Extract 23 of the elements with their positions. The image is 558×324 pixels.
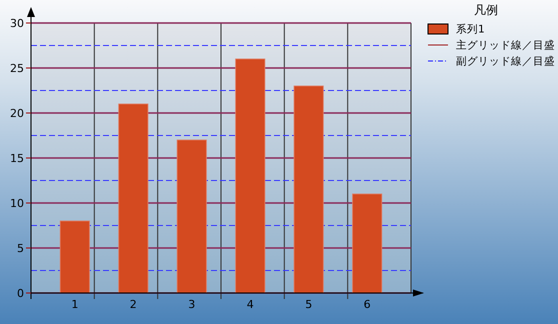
x-tick-label: 3	[188, 298, 196, 311]
legend-title: 凡例	[474, 3, 498, 17]
bar	[176, 140, 207, 294]
y-tick-label: 0	[17, 286, 24, 300]
y-tick-label: 20	[10, 106, 24, 120]
y-tick-label: 5	[17, 242, 24, 255]
y-tick-label: 30	[10, 16, 24, 30]
text: 主グリッド線／目盛	[456, 38, 555, 52]
x-tick-label: 2	[130, 298, 137, 311]
text: 副グリッド線／目盛	[456, 54, 555, 68]
y-tick-label: 10	[10, 196, 24, 210]
x-tick-label: 4	[246, 298, 254, 311]
bar	[60, 220, 90, 294]
bar	[118, 104, 148, 294]
x-tick-label: 1	[71, 298, 78, 311]
x-tick-label: 6	[364, 298, 371, 311]
x-tick-label: 5	[305, 298, 312, 311]
y-tick-label: 15	[10, 152, 24, 165]
bar	[235, 58, 266, 294]
bar	[294, 86, 324, 294]
text: 系列1	[456, 22, 485, 36]
bar	[352, 194, 382, 294]
y-tick-label: 25	[10, 62, 24, 75]
